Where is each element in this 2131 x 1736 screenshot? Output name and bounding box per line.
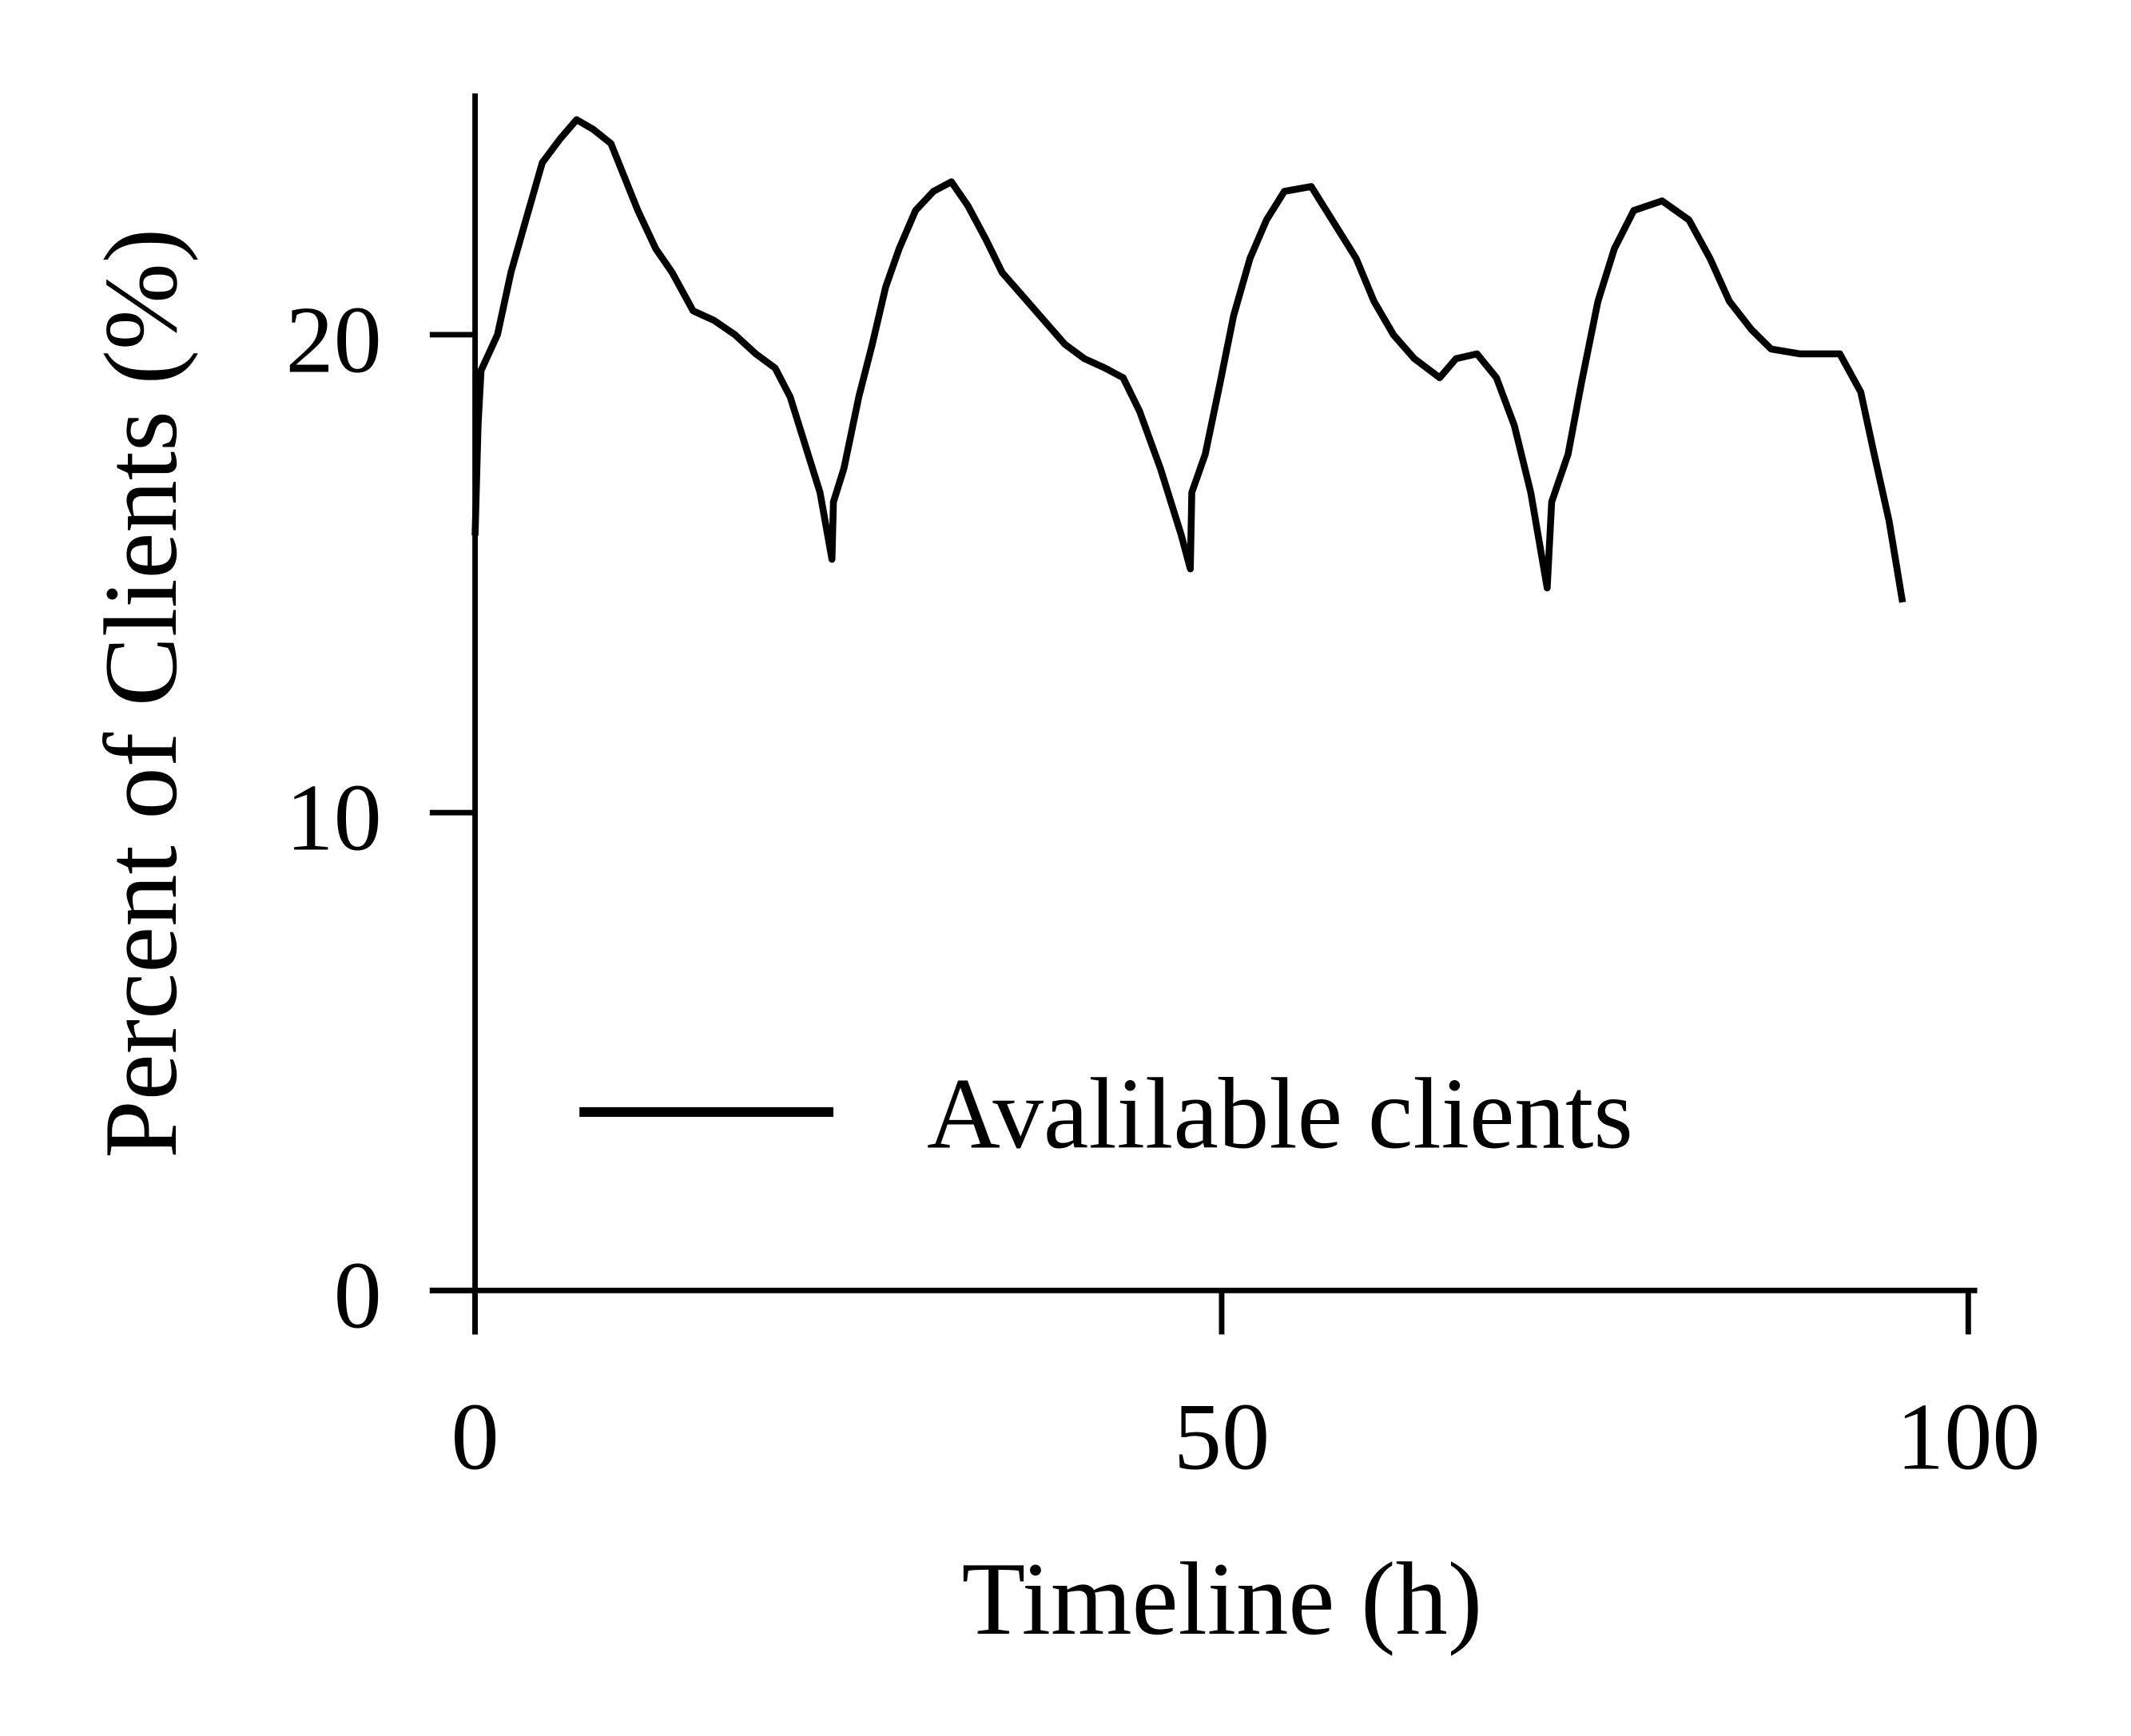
data-line — [471, 116, 1906, 603]
x-tick-label: 100 — [1896, 1384, 2040, 1491]
y-tick-label: 10 — [285, 765, 381, 872]
y-tick-label: 0 — [334, 1243, 382, 1349]
x-tick-label: 0 — [451, 1384, 499, 1491]
y-tick-label: 20 — [285, 287, 381, 393]
legend-label: Avalilable clients — [927, 1058, 1633, 1170]
y-axis-label: Percent of Clients (%) — [84, 228, 199, 1158]
x-axis-label: Timeline (h) — [962, 1542, 1483, 1657]
x-tick-label: 50 — [1174, 1384, 1270, 1491]
